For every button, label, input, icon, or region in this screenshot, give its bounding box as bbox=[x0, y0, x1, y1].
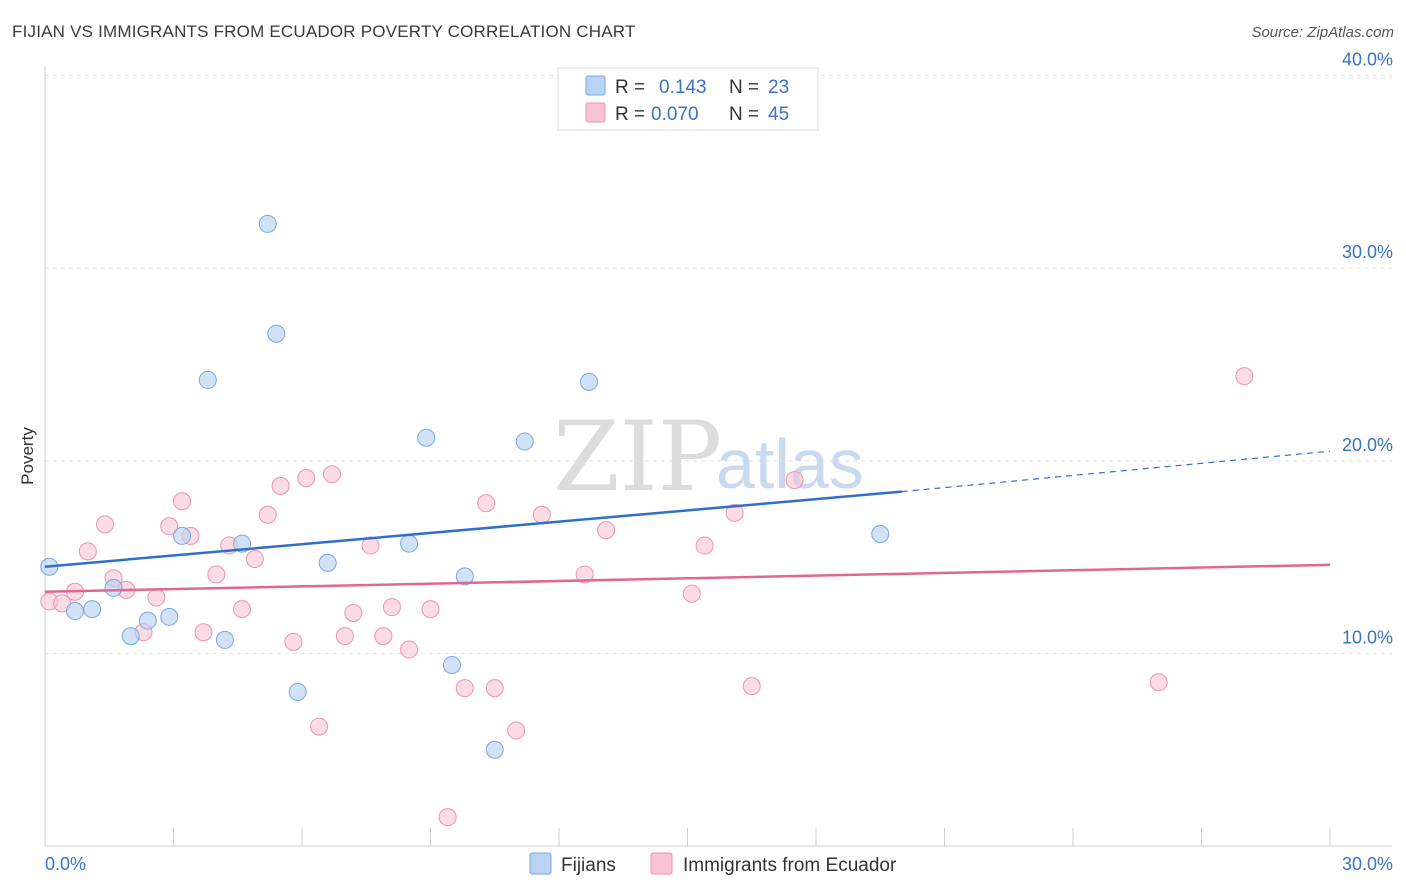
chart-title: FIJIAN VS IMMIGRANTS FROM ECUADOR POVERT… bbox=[12, 22, 636, 41]
ecuador-point bbox=[1235, 367, 1254, 386]
fijians-r-value: 0.143 bbox=[659, 77, 707, 98]
ecuador-point bbox=[194, 623, 213, 642]
fijian-point bbox=[400, 534, 419, 553]
series-legend: Fijians Immigrants from Ecuador bbox=[529, 852, 897, 876]
x-tick-label: 0.0% bbox=[45, 854, 86, 874]
fijian-point bbox=[288, 682, 307, 701]
watermark-atlas: atlas bbox=[716, 425, 864, 503]
fijian-point bbox=[579, 372, 598, 391]
ecuador-point bbox=[95, 515, 114, 534]
ecuador-point bbox=[160, 517, 179, 536]
stats-legend: R = 0.143 N = 23 R = 0.070 N = 45 bbox=[557, 67, 819, 131]
fijian-point bbox=[160, 607, 179, 626]
ecuador-point bbox=[532, 505, 551, 524]
fijian-point bbox=[104, 578, 123, 597]
fijians-swatch bbox=[585, 75, 606, 96]
fijian-point bbox=[417, 428, 436, 447]
axes bbox=[44, 66, 1392, 847]
ecuador-point bbox=[1149, 673, 1168, 692]
ecuador-point bbox=[682, 584, 701, 603]
ecuador-point bbox=[421, 600, 440, 619]
ecuador-point bbox=[438, 808, 457, 827]
ecuador-point bbox=[695, 536, 714, 555]
tick-labels: 10.0% 20.0% 30.0% 40.0% 0.0% 30.0% bbox=[45, 50, 1393, 874]
fijian-trend-line bbox=[44, 490, 902, 568]
legend-fijians-label: Fijians bbox=[561, 855, 616, 876]
ecuador-trend-line bbox=[44, 563, 1331, 594]
ecuador-point bbox=[78, 542, 97, 561]
ecuador-point bbox=[233, 600, 252, 619]
fijian-trend-extension bbox=[901, 450, 1331, 493]
y-tick-label: 20.0% bbox=[1342, 435, 1393, 455]
legend-ecuador-swatch bbox=[650, 852, 673, 875]
ecuador-point bbox=[785, 471, 804, 490]
watermark-zip: ZIP bbox=[553, 401, 722, 513]
trend-lines bbox=[44, 450, 1331, 594]
legend-fijians-swatch bbox=[529, 852, 552, 875]
ecuador-point bbox=[575, 565, 594, 584]
ecuador-point bbox=[455, 679, 474, 698]
ecuador-swatch bbox=[585, 102, 606, 123]
y-tick-label: 30.0% bbox=[1342, 242, 1393, 262]
fijian-point bbox=[121, 627, 140, 646]
ecuador-r-label: R = bbox=[615, 104, 645, 125]
ecuador-n-value: 45 bbox=[768, 104, 789, 125]
ecuador-point bbox=[207, 565, 226, 584]
y-tick-label: 10.0% bbox=[1342, 627, 1393, 647]
ecuador-point bbox=[344, 603, 363, 622]
x-tick-label: 30.0% bbox=[1342, 854, 1393, 874]
fijian-point bbox=[83, 600, 102, 619]
fijian-point bbox=[318, 553, 337, 572]
fijian-point bbox=[173, 526, 192, 545]
fijian-points bbox=[40, 214, 890, 759]
ecuador-point bbox=[400, 640, 419, 659]
ecuador-point bbox=[597, 521, 616, 540]
fijians-n-label: N = bbox=[729, 77, 759, 98]
ecuador-point bbox=[322, 465, 341, 484]
ecuador-point bbox=[742, 677, 761, 696]
ecuador-point bbox=[310, 717, 329, 736]
fijian-point bbox=[138, 611, 157, 630]
ecuador-point bbox=[725, 503, 744, 522]
y-tick-label: 40.0% bbox=[1342, 50, 1393, 70]
fijian-point bbox=[258, 214, 277, 233]
ecuador-point bbox=[335, 627, 354, 646]
ecuador-n-label: N = bbox=[729, 104, 759, 125]
ecuador-point bbox=[477, 494, 496, 513]
ecuador-point bbox=[284, 632, 303, 651]
ecuador-point bbox=[258, 505, 277, 524]
fijian-point bbox=[485, 740, 504, 759]
ecuador-r-value: 0.070 bbox=[651, 104, 699, 125]
ecuador-point bbox=[507, 721, 526, 740]
ecuador-point bbox=[382, 598, 401, 617]
fijian-point bbox=[515, 432, 534, 451]
fijian-point bbox=[215, 630, 234, 649]
fijian-point bbox=[442, 655, 461, 674]
fijian-point bbox=[267, 324, 286, 343]
fijian-point bbox=[455, 567, 474, 586]
y-axis-title: Poverty bbox=[18, 427, 37, 485]
ecuador-point bbox=[245, 550, 264, 569]
fijians-r-label: R = bbox=[615, 77, 645, 98]
watermark: ZIP atlas bbox=[553, 401, 864, 513]
ecuador-point bbox=[374, 627, 393, 646]
fijian-point bbox=[198, 370, 217, 389]
ecuador-point bbox=[297, 469, 316, 488]
ecuador-point bbox=[173, 492, 192, 511]
legend-ecuador-label: Immigrants from Ecuador bbox=[683, 855, 897, 876]
fijian-point bbox=[871, 525, 890, 543]
ecuador-point bbox=[271, 476, 290, 495]
source-label: Source: ZipAtlas.com bbox=[1251, 24, 1394, 41]
ecuador-point bbox=[485, 679, 504, 698]
fijian-point bbox=[65, 602, 84, 621]
ecuador-point bbox=[147, 588, 166, 607]
fijians-n-value: 23 bbox=[768, 77, 789, 98]
